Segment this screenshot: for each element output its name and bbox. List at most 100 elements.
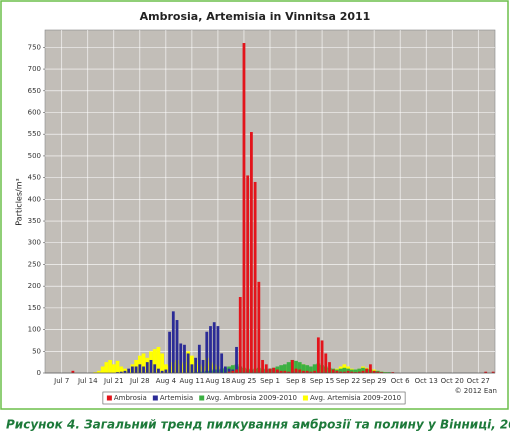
y-tick-label: 150 — [28, 304, 41, 312]
caption: Рисунок 4. Загальний тренд пилкування ам… — [6, 418, 510, 432]
bar — [320, 340, 324, 373]
y-tick-label: 450 — [28, 174, 41, 182]
legend: Ambrosia Artemisia Avg. Ambrosia 2009-2010… — [102, 391, 406, 405]
bar — [350, 371, 354, 373]
bar — [391, 372, 395, 373]
bar — [171, 311, 175, 373]
bar — [235, 369, 238, 373]
y-tick-label: 650 — [28, 87, 41, 95]
y-tick-label: 700 — [28, 65, 41, 73]
bar — [242, 43, 246, 373]
bar — [365, 368, 369, 373]
bar — [168, 331, 171, 373]
bar — [212, 322, 216, 373]
bar — [227, 371, 231, 373]
average-bar — [309, 366, 313, 373]
y-tick-label: 750 — [28, 43, 41, 51]
x-tick-label: Jul 21 — [103, 377, 124, 385]
bar — [138, 364, 142, 373]
average-bar — [353, 369, 358, 373]
bar — [197, 344, 201, 373]
bar — [231, 370, 235, 373]
x-tick-label: Sep 29 — [362, 377, 386, 385]
y-tick-label: 200 — [28, 282, 41, 290]
bar — [157, 368, 160, 373]
y-tick-label: 350 — [28, 217, 41, 225]
x-tick-label: Aug 11 — [179, 377, 204, 385]
bar — [369, 364, 372, 373]
bar — [279, 370, 283, 373]
bar — [484, 371, 488, 373]
average-bar — [349, 369, 354, 373]
average-bar — [361, 367, 365, 373]
y-tick-label: 100 — [28, 326, 41, 334]
x-tick-label: Jul 14 — [77, 377, 98, 385]
bar — [294, 368, 298, 373]
x-tick-label: Aug 18 — [206, 377, 231, 385]
average-bar — [97, 370, 101, 373]
average-bar — [119, 366, 124, 373]
bar — [346, 370, 350, 373]
x-tick-label: Oct 20 — [441, 377, 464, 385]
average-bar — [305, 365, 310, 373]
bar — [302, 370, 305, 373]
bar — [123, 370, 127, 373]
bar — [276, 369, 279, 373]
average-bar — [93, 372, 98, 373]
bar — [261, 359, 264, 373]
bar — [220, 353, 224, 373]
x-tick-label: Sep 8 — [286, 377, 306, 385]
bar — [190, 364, 194, 373]
legend-swatch — [152, 395, 158, 401]
bar — [194, 357, 198, 373]
y-tick-label: 0 — [37, 369, 41, 377]
bar — [235, 346, 238, 373]
average-bar — [156, 346, 161, 373]
average-bar — [160, 353, 165, 373]
average-bar — [104, 362, 109, 373]
legend-label: Artemisia — [160, 394, 193, 402]
average-bar — [294, 360, 298, 373]
x-tick-label: Oct 27 — [467, 377, 490, 385]
bar — [357, 371, 361, 373]
bar — [227, 368, 231, 373]
x-tick-label: Sep 15 — [310, 377, 334, 385]
bar — [372, 370, 376, 373]
bar — [250, 132, 253, 373]
legend-label: Avg. Ambrosia 2009-2010 — [206, 394, 297, 402]
bar — [127, 368, 131, 373]
x-tick-label: Oct 13 — [415, 377, 438, 385]
bar — [298, 369, 302, 373]
y-axis-label: Particles/m³ — [15, 178, 24, 225]
bar — [328, 362, 331, 373]
average-bar — [301, 364, 306, 373]
legend-box — [102, 391, 406, 405]
average-bar — [383, 372, 388, 373]
y-tick-label: 250 — [28, 260, 41, 268]
average-bar — [230, 365, 235, 373]
bar — [335, 370, 339, 373]
bar — [491, 371, 495, 373]
average-bar — [108, 359, 112, 373]
bar — [339, 371, 343, 373]
bar — [380, 372, 383, 373]
legend-swatch — [199, 395, 205, 401]
bar — [153, 364, 157, 373]
y-tick-label: 500 — [28, 152, 41, 160]
bar — [116, 372, 119, 373]
bar — [257, 281, 261, 373]
average-bar — [115, 360, 120, 373]
bar — [186, 353, 190, 373]
average-bar — [152, 349, 157, 373]
bar — [305, 370, 309, 373]
y-tick-label: 300 — [28, 239, 41, 247]
x-tick-label: Sep 22 — [336, 377, 360, 385]
bar — [283, 370, 287, 373]
bar — [183, 344, 186, 373]
bar — [246, 175, 250, 373]
bar — [272, 367, 276, 373]
credit: © 2012 Ean — [455, 387, 497, 395]
bar — [313, 370, 317, 373]
average-bar — [357, 368, 362, 373]
bar — [175, 320, 179, 373]
